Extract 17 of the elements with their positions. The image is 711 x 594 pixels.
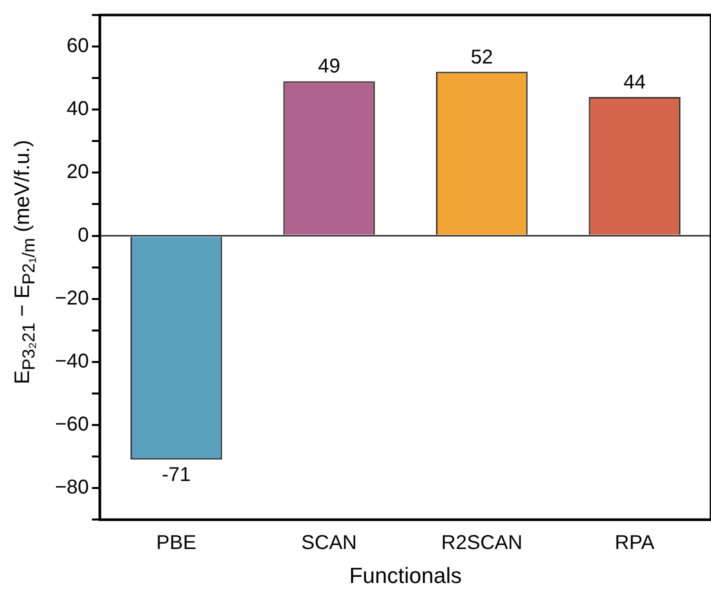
y-tick-label: −60 <box>54 414 89 436</box>
y-tick-label: −20 <box>54 287 89 310</box>
x-tick-label: RPA <box>614 532 656 554</box>
y-tick-label: −40 <box>54 350 89 372</box>
data-label: 44 <box>623 72 646 94</box>
y-tick-label: 0 <box>78 224 89 246</box>
x-tick-label: SCAN <box>301 532 357 554</box>
x-axis-title: Functionals <box>349 562 462 588</box>
data-label: 52 <box>470 46 493 68</box>
y-tick-label: 20 <box>66 161 89 184</box>
y-tick-label: −80 <box>54 476 89 499</box>
data-label: 49 <box>318 56 340 78</box>
x-tick-label: PBE <box>156 532 196 554</box>
data-label: -71 <box>162 464 191 486</box>
y-tick-label: 60 <box>66 35 89 58</box>
y-tick-label: 40 <box>66 98 89 120</box>
x-tick-label: R2SCAN <box>441 532 522 554</box>
